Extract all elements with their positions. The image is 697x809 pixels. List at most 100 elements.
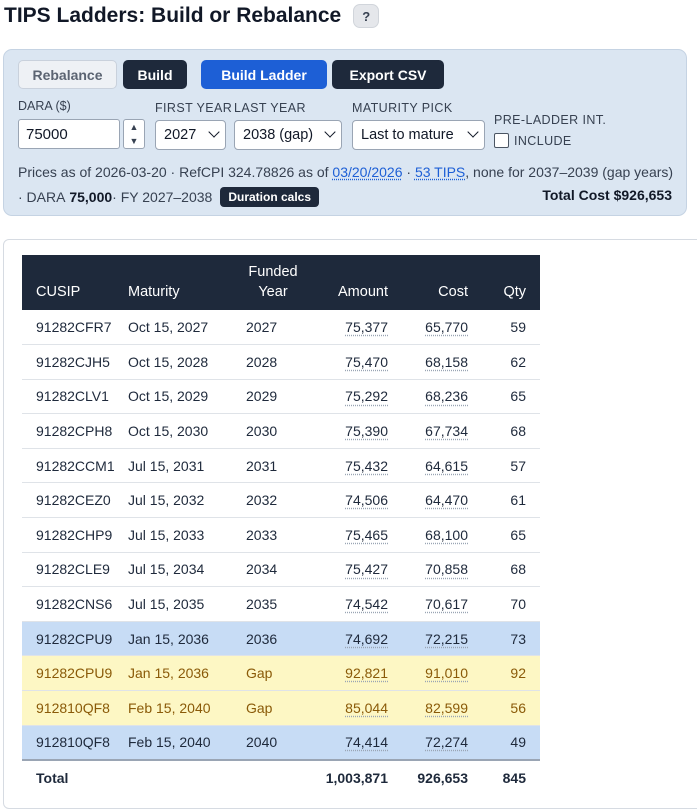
cost-cell: 64,615 xyxy=(388,448,468,484)
qty-cell: 68 xyxy=(468,552,540,588)
col-qty[interactable]: Qty xyxy=(503,284,526,300)
build-ladder-button[interactable]: Build Ladder xyxy=(201,60,327,89)
cusip-cell: 91282CCM1 xyxy=(22,448,128,484)
total-label: Total xyxy=(22,758,128,796)
maturity-cell-value: Jul 15, 2035 xyxy=(128,596,205,613)
amount-cell-value: 85,044 xyxy=(345,699,388,716)
cusip-cell-value: 91282CPH8 xyxy=(36,423,113,440)
maturity-pick-value: Last to mature xyxy=(361,127,454,143)
cost-cell: 65,770 xyxy=(388,310,468,346)
maturity-cell-value: Jul 15, 2034 xyxy=(128,561,205,578)
col-funded-year[interactable]: Funded Year xyxy=(238,255,308,310)
rebalance-button[interactable]: Rebalance xyxy=(18,60,117,89)
cusip-cell: 91282CHP9 xyxy=(22,517,128,553)
amount-cell: 75,432 xyxy=(308,448,388,484)
maturity-cell-value: Jul 15, 2031 xyxy=(128,457,205,474)
qty-cell: 61 xyxy=(468,482,540,519)
cost-cell-value: 67,734 xyxy=(425,423,468,440)
cost-cell: 67,734 xyxy=(388,413,468,449)
cusip-cell-value: 91282CEZ0 xyxy=(36,492,111,509)
funded-year-cell: 2030 xyxy=(238,413,308,449)
spin-up-icon[interactable]: ▲ xyxy=(129,122,139,132)
amount-cell: 75,465 xyxy=(308,517,388,553)
amount-cell: 75,292 xyxy=(308,379,388,415)
amount-cell-value: 75,470 xyxy=(345,353,388,370)
help-button[interactable]: ? xyxy=(353,4,380,28)
amount-cell-value: 92,821 xyxy=(345,665,388,682)
maturity-pick-select[interactable]: Last to mature xyxy=(352,120,485,150)
qty-cell-value: 61 xyxy=(510,492,526,509)
amount-cell-value: 74,692 xyxy=(345,630,388,647)
maturity-cell-value: Oct 15, 2029 xyxy=(128,388,209,405)
qty-cell-value: 56 xyxy=(510,699,526,716)
funded-year-cell: 2029 xyxy=(238,379,308,415)
funded-year-cell: 2028 xyxy=(238,344,308,380)
cost-cell: 72,274 xyxy=(388,725,468,761)
separator: · xyxy=(402,164,415,180)
qty-cell: 92 xyxy=(468,655,540,692)
qty-cell: 70 xyxy=(468,586,540,622)
cusip-cell-value: 912810QF8 xyxy=(36,734,110,751)
spin-down-icon[interactable]: ▼ xyxy=(129,136,139,146)
qty-cell: 68 xyxy=(468,413,540,449)
build-button[interactable]: Build xyxy=(123,60,187,89)
cusip-cell: 912810QF8 xyxy=(22,725,128,761)
funded-year-cell-value: 2027 xyxy=(246,319,278,336)
total-amount: 1,003,871 xyxy=(308,758,388,796)
amount-cell-value: 75,390 xyxy=(345,423,388,440)
table-row: 91282CPU9 Jan 15, 2036 Gap 92,821 91,010 92 xyxy=(22,655,540,692)
qty-cell: 59 xyxy=(468,310,540,346)
duration-calcs-button[interactable]: Duration calcs xyxy=(220,187,320,207)
funded-year-cell: Gap xyxy=(238,690,308,726)
total-cost: Total Cost $926,653 xyxy=(542,187,672,203)
maturity-cell: Jul 15, 2034 xyxy=(128,552,238,588)
funded-year-cell-value: 2032 xyxy=(246,492,278,509)
controls-panel: Rebalance Build Build Ladder Export CSV … xyxy=(3,49,687,216)
table-row: 91282CCM1 Jul 15, 2031 2031 75,432 64,615 57 xyxy=(22,448,540,484)
dara-stepper[interactable]: ▲ ▼ xyxy=(123,119,145,149)
col-maturity[interactable]: Maturity xyxy=(128,284,180,300)
tips-count-link[interactable]: 53 TIPS xyxy=(414,164,466,180)
table-row: 91282CEZ0 Jul 15, 2032 2032 74,506 64,470 61 xyxy=(22,482,540,519)
refcpi-date-link[interactable]: 03/20/2026 xyxy=(332,164,403,180)
qty-cell-value: 59 xyxy=(510,319,526,336)
col-cusip[interactable]: CUSIP xyxy=(36,284,81,300)
qty-cell-value: 49 xyxy=(510,734,526,751)
last-year-select[interactable]: 2038 (gap) xyxy=(234,120,342,150)
maturity-cell: Jul 15, 2033 xyxy=(128,517,238,553)
qty-cell-value: 92 xyxy=(510,665,526,682)
col-cost[interactable]: Cost xyxy=(438,284,468,300)
include-checkbox[interactable] xyxy=(494,133,509,148)
chevron-down-icon xyxy=(467,126,479,138)
cost-cell-value: 64,615 xyxy=(425,457,468,474)
amount-cell: 74,542 xyxy=(308,586,388,622)
cost-cell: 91,010 xyxy=(388,655,468,692)
maturity-cell: Jan 15, 2036 xyxy=(128,621,238,657)
last-year-label: LAST YEAR xyxy=(234,101,306,115)
funded-year-cell-value: Gap xyxy=(246,665,273,682)
export-csv-button[interactable]: Export CSV xyxy=(332,60,444,89)
amount-cell-value: 75,432 xyxy=(345,457,388,474)
col-funded-line1: Funded xyxy=(248,264,298,280)
cusip-cell: 91282CLE9 xyxy=(22,552,128,588)
cost-cell: 68,158 xyxy=(388,344,468,380)
table-row: 91282CFR7 Oct 15, 2027 2027 75,377 65,770 59 xyxy=(22,310,540,346)
dara-label: DARA ($) xyxy=(18,99,71,113)
maturity-cell-value: Jan 15, 2036 xyxy=(128,665,209,682)
amount-cell-value: 75,427 xyxy=(345,561,388,578)
cost-cell-value: 70,858 xyxy=(425,561,468,578)
funded-year-cell: Gap xyxy=(238,655,308,692)
dara-summary-value: 75,000 xyxy=(69,189,113,205)
funded-year-cell-value: 2031 xyxy=(246,457,278,474)
first-year-select[interactable]: 2027 xyxy=(155,120,226,150)
cost-cell: 72,215 xyxy=(388,621,468,657)
col-amount[interactable]: Amount xyxy=(338,284,388,300)
qty-cell-value: 70 xyxy=(510,596,526,613)
cusip-cell-value: 91282CJH5 xyxy=(36,353,110,370)
maturity-cell-value: Oct 15, 2030 xyxy=(128,423,209,440)
maturity-cell: Oct 15, 2028 xyxy=(128,344,238,380)
amount-cell: 75,470 xyxy=(308,344,388,380)
cost-cell: 64,470 xyxy=(388,482,468,519)
dara-input[interactable]: 75000 xyxy=(18,119,120,149)
amount-cell: 92,821 xyxy=(308,655,388,692)
